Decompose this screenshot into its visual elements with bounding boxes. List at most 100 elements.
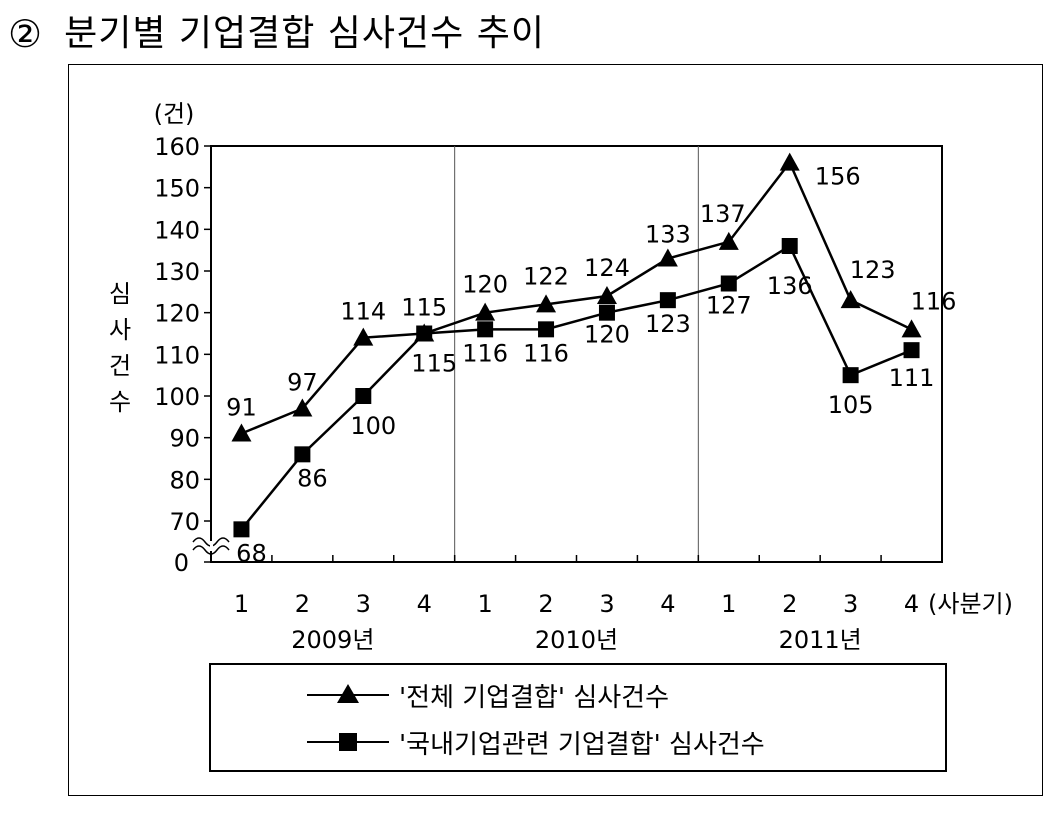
data-label-total: 133 [645,221,691,249]
x-tick-label: 3 [843,590,858,618]
year-label: 2011년 [779,626,862,654]
data-point-domestic [355,388,372,405]
legend-triangle-marker-icon [307,684,389,703]
data-point-total [779,152,800,171]
data-point-domestic [598,304,615,321]
y-tick-label: 120 [154,300,200,328]
data-label-total: 114 [340,298,386,326]
data-label-domestic: 116 [462,339,508,367]
data-label-total: 97 [287,369,318,397]
y-axis-title-char: 건 [109,352,131,380]
y-tick-label: 150 [154,175,200,203]
x-tick-label: 1 [477,590,492,618]
data-point-total [475,302,496,321]
y-tick-label: 110 [154,341,200,369]
data-label-total: 122 [523,262,569,290]
data-point-domestic [659,292,676,309]
y-axis-title-char: 수 [109,388,131,416]
data-point-total [292,398,313,417]
data-point-domestic [416,325,433,342]
y-axis-title-char: 사 [109,316,131,344]
data-label-domestic: 86 [297,464,328,492]
data-point-domestic [538,321,555,338]
legend-item-total: '전체 기업결합' 심사건수 [303,673,669,717]
y-tick-label: 130 [154,258,200,286]
x-tick-label: 4 [417,590,432,618]
chart-legend: '전체 기업결합' 심사건수 '국내기업관련 기업결합' 심사건수 [209,663,947,772]
y-tick-label: 140 [154,216,200,244]
data-label-domestic: 111 [889,364,935,392]
y-tick-label: 100 [154,383,200,411]
data-point-total [657,248,678,267]
plot-area [210,145,943,563]
legend-square-marker-icon [307,733,389,751]
y-tick-label-baseline: 0 [174,549,189,577]
data-label-total: 156 [815,163,861,191]
data-label-domestic: 127 [706,292,752,320]
data-label-domestic: 136 [767,272,813,300]
data-label-domestic: 120 [584,321,630,349]
data-point-total [718,231,739,250]
series-line-domestic [240,244,913,531]
data-point-total [901,319,922,338]
x-tick-label: 4 [904,590,919,618]
grid-layer [454,146,699,562]
x-tick-label: 1 [234,590,249,618]
data-label-domestic: 105 [828,391,874,419]
series-layer [231,152,922,538]
data-label-domestic: 116 [523,339,569,367]
y-unit-label: (건) [154,100,195,128]
data-point-total [536,294,557,313]
x-tick-label: 3 [356,590,371,618]
data-point-domestic [842,367,859,384]
data-label-domestic: 100 [350,412,396,440]
x-tick-label: 2 [782,590,797,618]
heading-number: ② [8,12,43,56]
data-point-domestic [294,446,311,463]
data-point-domestic [477,321,494,338]
data-point-total [596,286,617,305]
data-point-domestic [720,275,737,292]
data-point-domestic [903,342,920,359]
data-label-total: 123 [850,256,896,284]
y-tick-label: 80 [169,466,200,494]
data-point-total [231,423,252,442]
x-tick-label: 4 [660,590,675,618]
page-heading: ② 분기별 기업결합 심사건수 추이 [8,6,545,62]
heading-title: 분기별 기업결합 심사건수 추이 [64,13,545,54]
axis-break-mark [192,545,230,555]
legend-label-total: '전체 기업결합' 심사건수 [399,682,670,713]
series-line-total [240,160,913,435]
y-tick-label: 90 [169,425,200,453]
x-tick-label: 1 [721,590,736,618]
data-label-domestic: 123 [645,310,691,338]
year-label: 2010년 [535,626,618,654]
data-label-total: 137 [700,200,746,228]
x-tick-label: 2 [295,590,310,618]
year-label: 2009년 [291,626,374,654]
data-label-total: 115 [401,294,447,322]
data-label-domestic: 115 [411,350,457,378]
x-unit-label: (사분기) [928,590,1013,618]
data-point-domestic [781,238,798,255]
data-point-total [353,327,374,346]
x-tick-label: 2 [538,590,553,618]
plot-border [210,145,943,563]
data-label-domestic: 68 [236,539,267,567]
x-tick-label: 3 [599,590,614,618]
chart-frame [68,64,1043,796]
data-point-domestic [233,521,250,538]
label-layer: 91 97 114 115 120 122 124 133 137 156 123 116 68 86 10… [226,163,956,568]
y-tick-label: 70 [169,508,200,536]
data-point-total [840,290,861,309]
legend-label-domestic: '국내기업관련 기업결합' 심사건수 [399,729,765,760]
data-label-total: 120 [462,271,508,299]
y-tick-label: 160 [154,133,200,161]
data-label-total: 91 [226,394,257,422]
y-axis-title-char: 심 [109,280,131,308]
data-label-total: 124 [584,254,630,282]
data-label-total: 116 [911,287,957,315]
axis-break-gap [210,541,213,551]
